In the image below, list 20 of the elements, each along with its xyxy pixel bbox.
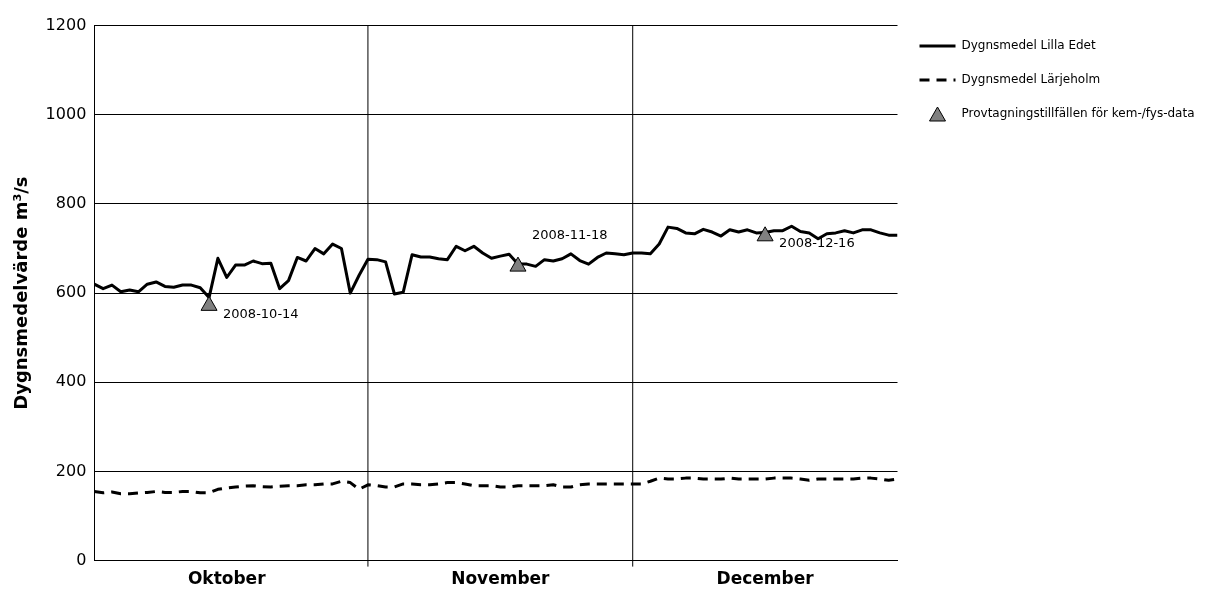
x-tick-label: December: [716, 568, 815, 589]
point: [756, 226, 774, 242]
y-tick-label: 800: [55, 193, 87, 213]
legend-label: Provtagningstillfällen för kem-/fys-data: [961, 106, 1195, 121]
annotation: 2008-12-16: [779, 235, 855, 251]
y-tick-label: 0: [76, 549, 87, 569]
point: [509, 256, 527, 272]
y-axis-title: Dygnsmedelvärde m³/s: [10, 176, 32, 410]
annotation: 2008-11-18: [531, 227, 608, 243]
x-tick-label: November: [451, 568, 551, 589]
legend-label: Dygnsmedel Lilla Edet: [961, 38, 1096, 53]
y-tick-label: 600: [55, 282, 87, 302]
y-tick-label: 400: [55, 371, 87, 391]
y-tick-label: 1000: [45, 103, 87, 123]
y-tick-label: 200: [55, 460, 87, 480]
legend-label: Dygnsmedel Lärjeholm: [961, 72, 1101, 87]
point: [200, 295, 218, 311]
y-tick-label: 1200: [45, 14, 87, 34]
annotation: 2008-10-14: [223, 305, 299, 321]
x-tick-label: Oktober: [187, 568, 267, 589]
